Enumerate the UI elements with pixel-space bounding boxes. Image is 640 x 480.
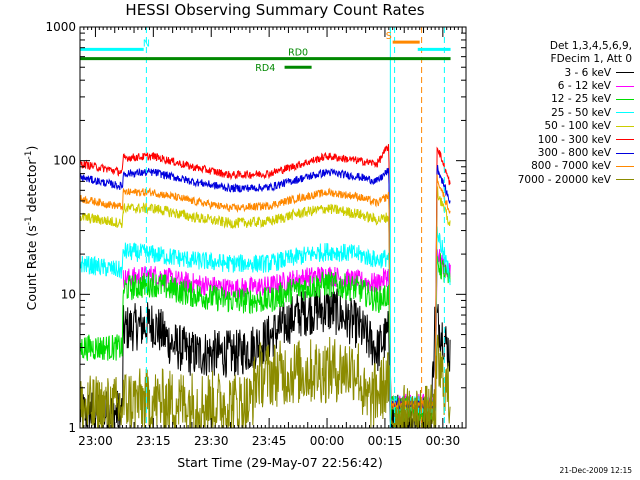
generated-date: 21-Dec-2009 12:15 (559, 466, 632, 475)
y-axis-label-part: Count Rate (s (24, 225, 39, 310)
flag-label: S (386, 31, 392, 42)
x-tick-label: 00:00 (310, 434, 345, 448)
legend-swatch (616, 98, 634, 100)
legend-entry-label: 300 - 800 keV (537, 147, 611, 160)
legend-entry: 3 - 6 keV (484, 66, 634, 79)
series-trace (79, 226, 451, 416)
legend-entries: 3 - 6 keV 6 - 12 keV 12 - 25 keV 25 - 50 ke… (484, 66, 634, 187)
y-tick-label: 1 (68, 421, 76, 435)
legend-entry-label: 800 - 7000 keV (531, 160, 611, 173)
series-trace (79, 334, 451, 430)
flag-label: RD0 (288, 48, 308, 59)
series-trace (80, 174, 451, 410)
legend-entry-label: 3 - 6 keV (564, 66, 611, 79)
y-tick-label: 10 (61, 287, 76, 301)
y-axis-label-sup: -1 (24, 216, 34, 225)
series-trace (79, 286, 451, 430)
legend-entry: 6 - 12 keV (484, 79, 634, 92)
x-tick-label: 23:15 (136, 434, 171, 448)
legend-entry: 300 - 800 keV (484, 146, 634, 159)
x-axis-label: Start Time (29-May-07 22:56:42) (177, 455, 382, 470)
legend-entry-label: 7000 - 20000 keV (517, 173, 611, 186)
chart-title: HESSI Observing Summary Count Rates (125, 1, 424, 19)
legend-entry-label: 50 - 100 keV (544, 120, 611, 133)
legend-entry: 12 - 25 keV (484, 93, 634, 106)
legend-entry: 50 - 100 keV (484, 120, 634, 133)
legend-entry-label: 25 - 50 keV (551, 106, 611, 119)
flag-label: RD4 (255, 63, 275, 74)
legend-entry: 800 - 7000 keV (484, 160, 634, 173)
legend-entry: 25 - 50 keV (484, 106, 634, 119)
y-axis-label: Count Rate (s-1 detector-1) (24, 146, 39, 311)
legend-swatch (616, 72, 634, 74)
plot-area: N S RD0 RD4 1 10 100 1000 23:00 23:15 23:30 23:45 00… (45, 20, 467, 448)
legend-entry: 100 - 300 keV (484, 133, 634, 146)
x-tick-label: 23:30 (194, 434, 229, 448)
legend-swatch (616, 152, 634, 154)
flag-label: N (143, 38, 150, 49)
legend-entry: 7000 - 20000 keV (484, 173, 634, 186)
series-trace (79, 186, 451, 411)
legend-swatch (616, 125, 634, 127)
legend-swatch (616, 179, 634, 181)
x-tick-label: 00:15 (368, 434, 403, 448)
x-tick-label: 23:45 (252, 434, 287, 448)
series-trace (79, 144, 451, 410)
legend-swatch (616, 139, 634, 141)
y-tick-label: 1000 (45, 20, 76, 34)
y-axis-label-part: detector (24, 159, 39, 217)
y-tick-label: 100 (53, 154, 76, 168)
legend-entry-label: 6 - 12 keV (557, 80, 611, 93)
y-axis-label-sup: -1 (24, 151, 34, 160)
legend-entry-label: 100 - 300 keV (537, 133, 611, 146)
series-trace (79, 164, 451, 410)
legend-swatch (616, 165, 634, 167)
y-axis-label-part: ) (24, 146, 39, 151)
x-tick-label: 23:00 (78, 434, 113, 448)
legend: Det 1,3,4,5,6,9, FDecim 1, Att 0 3 - 6 k… (484, 40, 634, 187)
legend-header-line: Det 1,3,4,5,6,9, (549, 40, 632, 52)
legend-swatch (616, 112, 634, 114)
x-tick-label: 00:30 (426, 434, 461, 448)
legend-entry-label: 12 - 25 keV (551, 93, 611, 106)
legend-header-line: FDecim 1, Att 0 (550, 53, 632, 65)
legend-swatch (616, 85, 634, 87)
series-trace (79, 253, 451, 422)
